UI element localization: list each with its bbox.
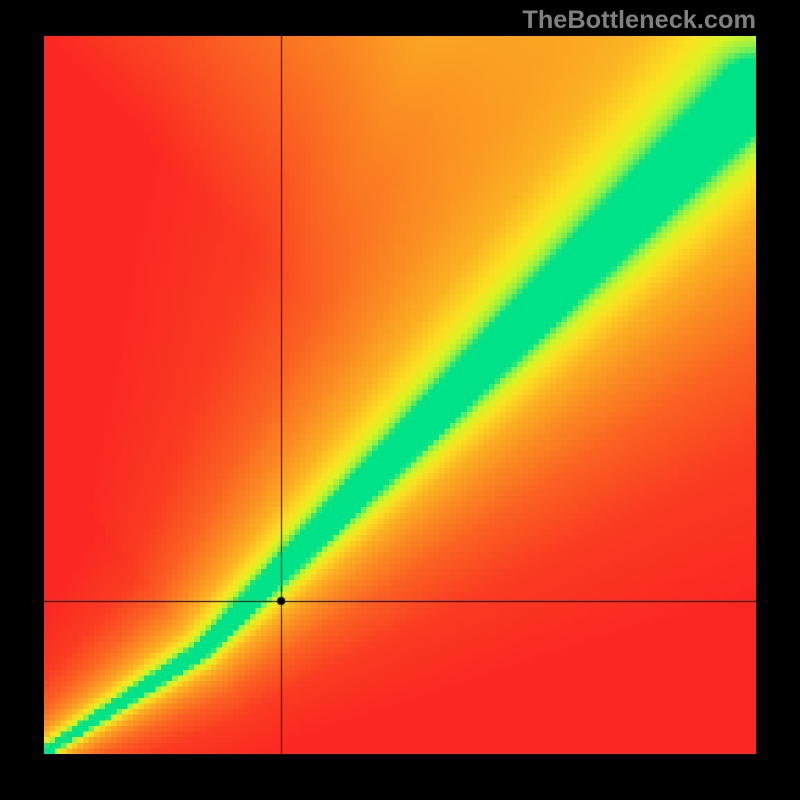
watermark-text: TheBottleneck.com xyxy=(522,6,756,35)
chart-container: TheBottleneck.com xyxy=(0,0,800,800)
crosshair-overlay xyxy=(44,36,756,754)
